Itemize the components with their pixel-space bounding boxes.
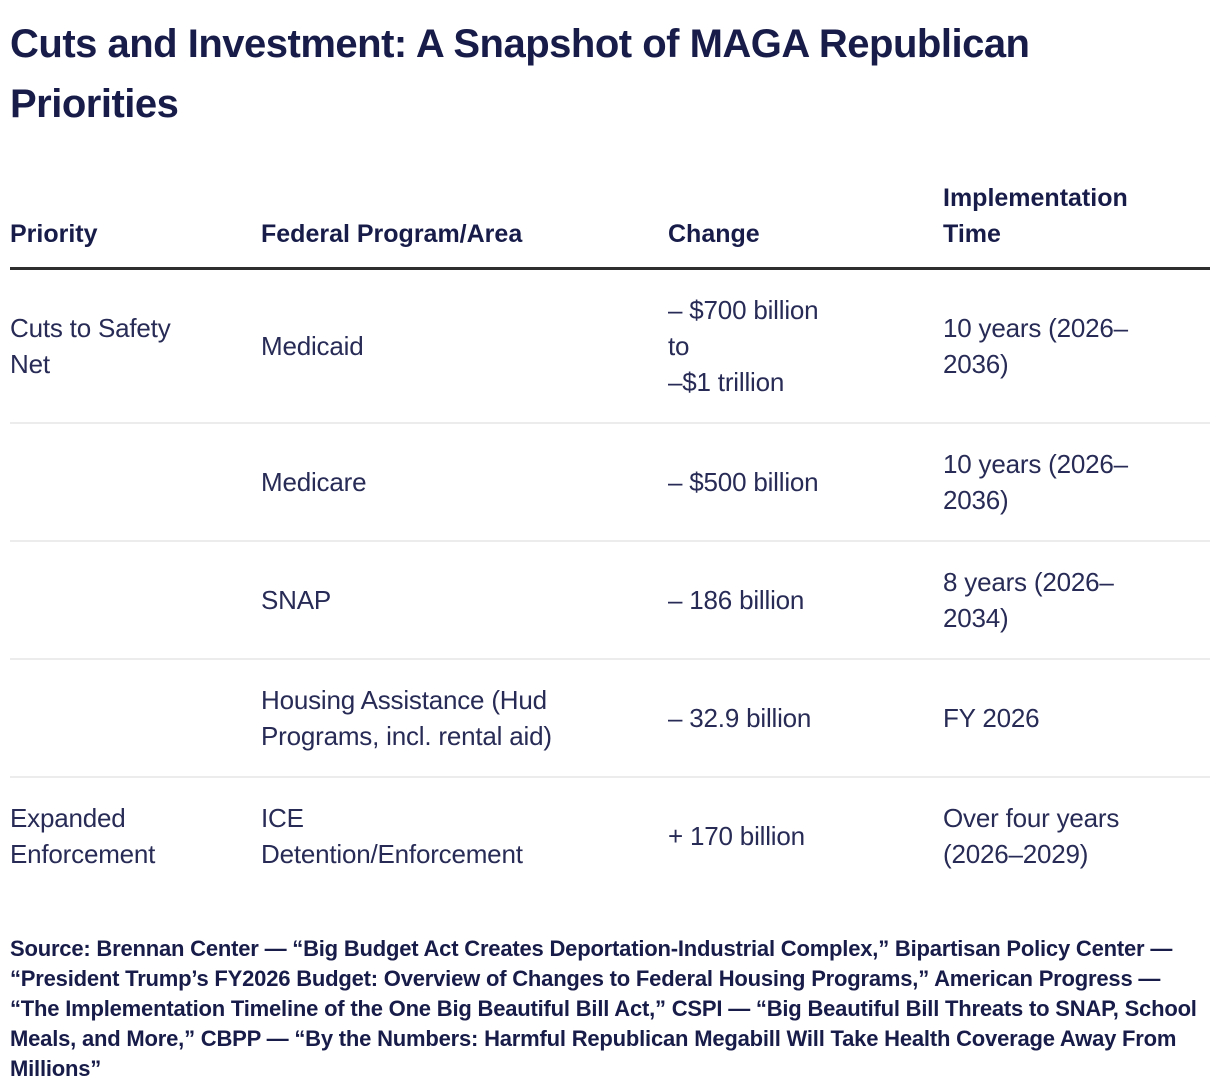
cell-priority	[10, 541, 261, 659]
cell-change: + 170 billion	[668, 821, 805, 851]
cell-program: Medicaid	[261, 331, 364, 361]
column-header-program: Federal Program/Area	[261, 180, 668, 270]
cell-program: ICE Detention/Enforcement	[261, 803, 523, 869]
cell-priority	[10, 423, 261, 541]
cell-change: – 186 billion	[668, 585, 805, 615]
cell-priority	[10, 659, 261, 777]
table-header-row: Priority Federal Program/Area Change Imp…	[10, 180, 1210, 270]
column-header-implementation-time: Implementation Time	[943, 180, 1210, 270]
table-row: SNAP – 186 billion 8 years (2026– 2034)	[10, 541, 1210, 659]
priorities-table: Priority Federal Program/Area Change Imp…	[10, 180, 1210, 894]
table-row: Cuts to Safety Net Medicaid – $700 billi…	[10, 269, 1210, 423]
cell-time: 8 years (2026– 2034)	[943, 567, 1114, 633]
cell-program: Housing Assistance (Hud Programs, incl. …	[261, 685, 552, 751]
cell-time: 10 years (2026– 2036)	[943, 449, 1128, 515]
cell-priority: Cuts to Safety Net	[10, 313, 171, 379]
cell-change: – $700 billion to –$1 trillion	[668, 295, 819, 397]
cell-time: Over four years (2026–2029)	[943, 803, 1120, 869]
table-row: Housing Assistance (Hud Programs, incl. …	[10, 659, 1210, 777]
cell-program: SNAP	[261, 585, 332, 615]
table-row: Medicare – $500 billion 10 years (2026– …	[10, 423, 1210, 541]
source-attribution: Source: Brennan Center — “Big Budget Act…	[10, 936, 1197, 1081]
page-title: Cuts and Investment: A Snapshot of MAGA …	[10, 22, 1030, 126]
cell-priority: Expanded Enforcement	[10, 803, 156, 869]
table-row: Expanded Enforcement ICE Detention/Enfor…	[10, 777, 1210, 894]
column-header-change: Change	[668, 180, 943, 270]
cell-change: – 32.9 billion	[668, 703, 812, 733]
cell-program: Medicare	[261, 467, 367, 497]
cell-change: – $500 billion	[668, 467, 819, 497]
cell-time: FY 2026	[943, 703, 1040, 733]
cell-time: 10 years (2026– 2036)	[943, 313, 1128, 379]
column-header-priority: Priority	[10, 180, 261, 270]
